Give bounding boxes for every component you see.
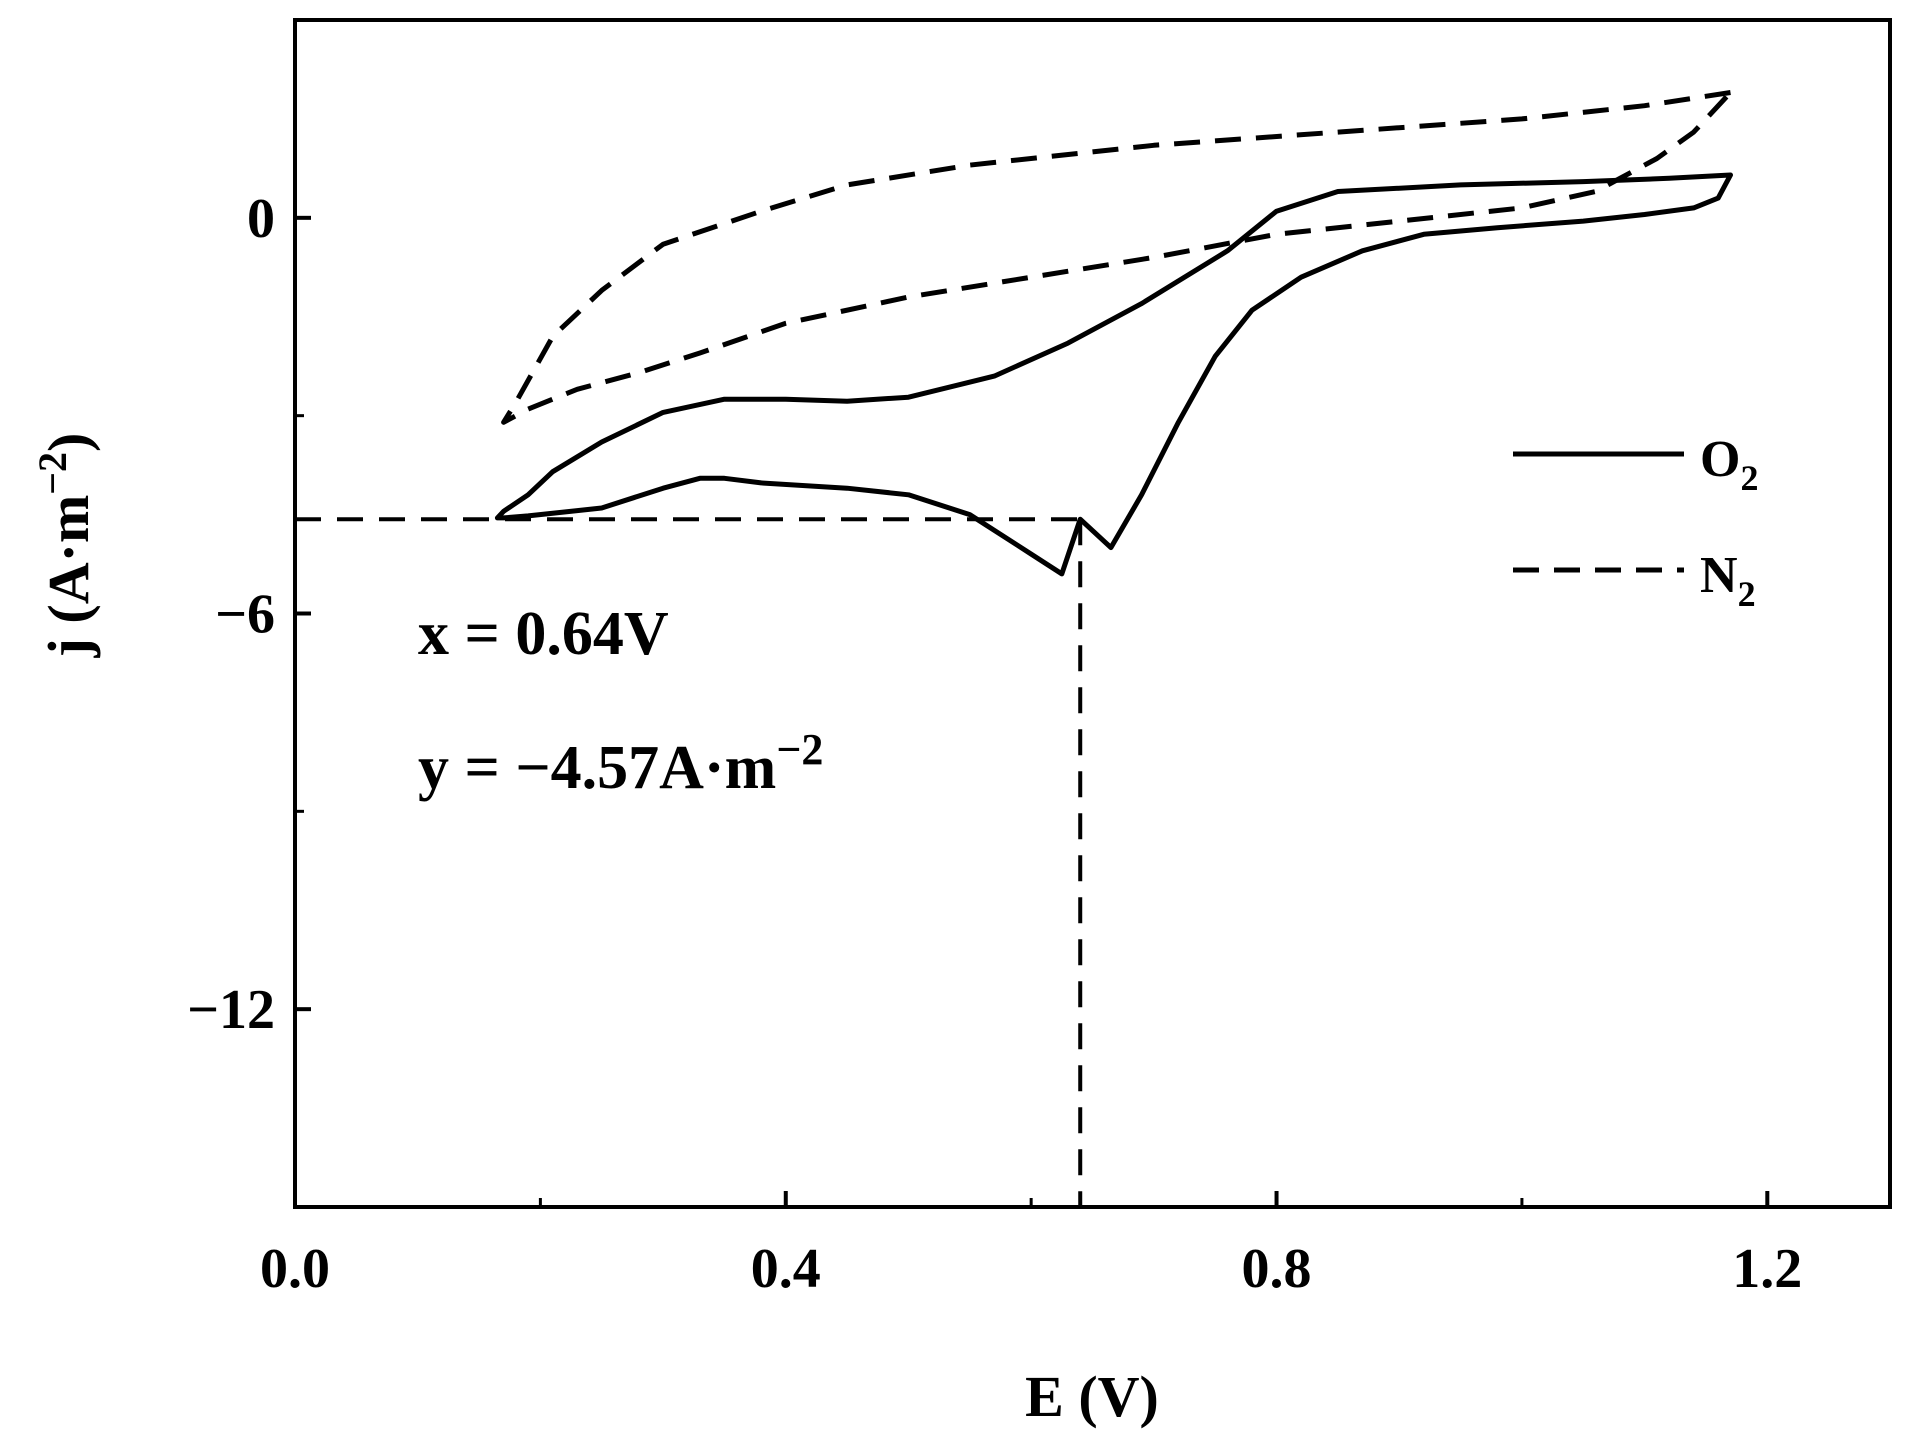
legend-n2-main: N xyxy=(1700,547,1738,604)
y-axis-title-sup: −2 xyxy=(30,452,75,495)
x-tick-label: 0.4 xyxy=(751,1238,821,1300)
legend-o2-sub: 2 xyxy=(1740,458,1758,498)
annotation-y-text: y = −4.57A·m−2 xyxy=(418,725,823,803)
annotation-x-text: x = 0.64V xyxy=(418,600,669,668)
legend-o2-label: O2 xyxy=(1700,431,1758,498)
ticks: 0.0 0.4 0.8 1.2 0 −6 −12 xyxy=(187,188,1802,1300)
y-axis-title-main: j (A·m xyxy=(36,495,101,659)
x-tick-label: 0.8 xyxy=(1242,1238,1312,1300)
legend-n2-sub: 2 xyxy=(1738,574,1756,614)
y-tick-label: −6 xyxy=(215,584,275,646)
series-o2-line xyxy=(494,172,1733,577)
series-layer xyxy=(494,90,1733,577)
series-n2-line xyxy=(501,90,1733,425)
y-tick-label: −12 xyxy=(187,979,275,1041)
x-axis-title: E (V) xyxy=(1025,1364,1159,1429)
y-tick-label: 0 xyxy=(247,188,275,250)
annotation-y-main: y = −4.57A·m xyxy=(418,734,776,802)
legend: O2 N2 xyxy=(1513,431,1758,614)
annotation-y-sup: −2 xyxy=(776,725,823,774)
x-tick-label: 0.0 xyxy=(260,1238,330,1300)
y-axis-title: j (A·m−2) xyxy=(30,433,102,659)
y-axis-title-close: ) xyxy=(36,433,101,452)
annotation-lines xyxy=(295,517,1083,1207)
x-tick-label: 1.2 xyxy=(1732,1238,1802,1300)
legend-n2-label: N2 xyxy=(1700,547,1756,614)
legend-o2-main: O xyxy=(1700,431,1740,488)
